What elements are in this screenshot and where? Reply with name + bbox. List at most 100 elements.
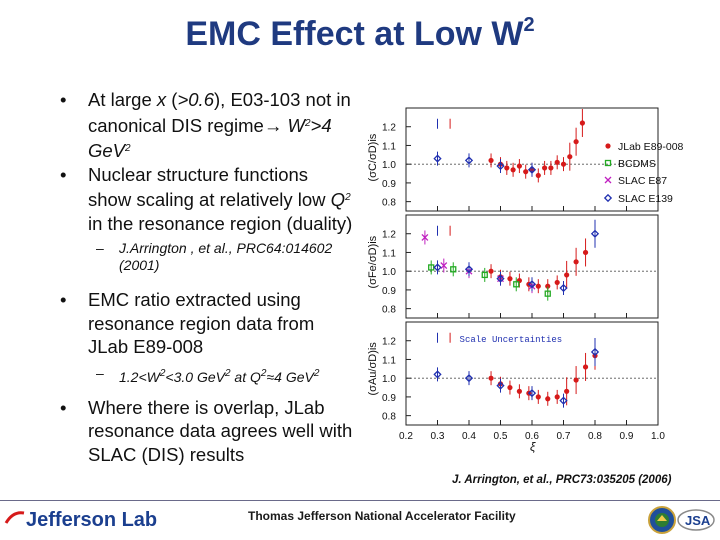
slac-e87-point — [440, 262, 448, 270]
jlab-point — [579, 120, 585, 126]
jlab-point — [560, 161, 567, 167]
slac-e139-point — [496, 274, 505, 283]
bullet-4: Where there is overlap, JLab resonance d… — [56, 396, 356, 467]
y-tick-label: 1.1 — [382, 141, 396, 152]
jlab-point — [488, 268, 494, 274]
legend-entry: BCDMS — [618, 158, 656, 170]
slac-e139-point — [496, 381, 505, 390]
y-tick-label: 0.9 — [382, 179, 396, 190]
slac-e139-point — [590, 347, 600, 357]
legend-entry: SLAC E87 — [618, 175, 667, 187]
x-tick-label: 0.9 — [620, 431, 634, 442]
x-tick-label: 1.0 — [651, 431, 665, 442]
sub-bullet-range: 1.2<W2<3.0 GeV2 at Q2≈4 GeV2 — [56, 365, 356, 386]
bcdms-point — [450, 266, 457, 273]
footer-bar: Jefferson Lab Thomas Jefferson National … — [0, 500, 720, 540]
y-tick-label: 0.8 — [382, 305, 396, 316]
legend-entry: SLAC E139 — [618, 193, 673, 205]
x-tick-label: 0.7 — [557, 431, 571, 442]
slac-e87-point — [604, 176, 612, 184]
jlab-point — [516, 388, 522, 394]
jlab-point — [554, 394, 560, 400]
bullet-2: Nuclear structure functions show scaling… — [56, 163, 356, 236]
y-tick-label: 1.2 — [382, 123, 396, 134]
jlab-point — [507, 384, 513, 391]
slac-e139-point — [527, 280, 537, 289]
jlab-point — [523, 169, 529, 175]
y-tick-label: 0.9 — [382, 393, 396, 404]
slac-e139-point — [527, 165, 537, 174]
jlab-point — [535, 394, 541, 400]
slide-title: EMC Effect at Low W2 — [185, 14, 535, 53]
jlab-point — [545, 283, 551, 289]
y-tick-label: 0.8 — [382, 412, 396, 423]
y-tick-label: 0.8 — [382, 198, 396, 209]
y-tick-label: 1.1 — [382, 355, 396, 366]
y-tick-label: 1.2 — [382, 230, 396, 241]
bcdms-point — [604, 159, 612, 167]
y-tick-label: 1.0 — [382, 160, 396, 171]
slac-e139-point — [496, 161, 505, 171]
slac-e139-point — [590, 229, 600, 238]
emc-ratio-chart: 0.80.91.01.11.2(σC/σD)is0.80.91.01.11.2(… — [367, 107, 684, 454]
slac-e139-point — [464, 374, 474, 383]
slac-e139-point — [464, 156, 474, 165]
jlab-point — [507, 276, 513, 282]
bcdms-point — [481, 271, 488, 279]
x-tick-label: 0.5 — [494, 431, 508, 442]
jlab-point — [545, 396, 551, 402]
facility-name: Thomas Jefferson National Accelerator Fa… — [248, 509, 516, 523]
x-axis-label: ξ — [530, 440, 536, 454]
legend-entry: JLab E89-008 — [618, 141, 684, 153]
bullet-3: EMC ratio extracted using resonance regi… — [56, 288, 356, 359]
x-tick-label: 0.8 — [588, 431, 602, 442]
x-tick-label: 0.6 — [525, 431, 539, 442]
jlab-point — [564, 388, 570, 394]
y-tick-label: 1.2 — [382, 337, 396, 348]
y-axis-label: (σC/σD)is — [367, 133, 379, 181]
slac-e139-point — [559, 283, 568, 293]
jlab-swoosh-icon — [4, 511, 25, 524]
sub-bullet-reference: J.Arrington , et al., PRC64:014602 (2001… — [56, 240, 356, 274]
jlab-point — [535, 172, 541, 179]
x-tick-label: 0.2 — [399, 431, 413, 442]
jlab-point — [504, 165, 510, 171]
bullet-list: At large x (>0.6), E03-103 not in canoni… — [56, 88, 356, 466]
bullet-1: At large x (>0.6), E03-103 not in canoni… — [56, 88, 356, 163]
y-axis-label: (σAu/σD)is — [367, 342, 379, 396]
x-tick-label: 0.3 — [431, 431, 445, 442]
chart-citation: J. Arrington, et al., PRC73:035205 (2006… — [452, 474, 672, 486]
y-tick-label: 1.0 — [382, 267, 396, 278]
jlab-point — [573, 139, 579, 145]
x-tick-label: 0.4 — [462, 431, 476, 442]
jlab-point — [554, 279, 560, 286]
jlab-point — [535, 283, 541, 289]
jefferson-lab-logo: Jefferson Lab — [4, 509, 157, 532]
slac-e139-point — [433, 154, 442, 163]
jlab-point — [554, 159, 560, 165]
slac-e139-point — [464, 265, 474, 274]
y-axis-label: (σFe/σD)is — [367, 235, 379, 288]
slac-e139-point — [559, 396, 568, 405]
jlab-point — [605, 143, 611, 149]
y-tick-label: 1.0 — [382, 374, 396, 385]
y-tick-label: 0.9 — [382, 286, 396, 297]
jlab-point — [488, 157, 494, 164]
slac-e139-point — [603, 193, 613, 203]
slac-e139-point — [433, 263, 442, 272]
jsa-logo: JSA — [677, 509, 715, 531]
jlab-point — [488, 375, 494, 381]
jlab-point — [582, 249, 589, 256]
jlab-point — [542, 165, 548, 171]
jlab-point — [573, 259, 579, 265]
jlab-point — [567, 154, 573, 160]
doe-seal-icon — [648, 506, 676, 534]
scale-uncertainties-label: Scale Uncertainties — [460, 335, 563, 345]
slac-e87-point — [421, 234, 429, 241]
jlab-point — [510, 167, 516, 173]
jlab-point — [582, 364, 589, 370]
jlab-point — [548, 165, 554, 171]
bcdms-point — [513, 281, 520, 288]
slac-e139-point — [433, 370, 442, 379]
svg-text:JSA: JSA — [685, 513, 711, 528]
